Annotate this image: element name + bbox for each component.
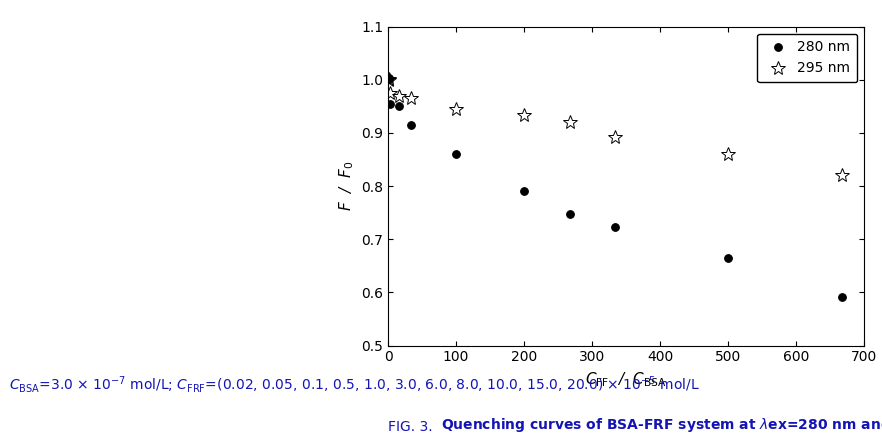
295 nm [406, 96, 416, 101]
Line: 295 nm: 295 nm [382, 72, 848, 183]
295 nm [564, 119, 575, 124]
280 nm [385, 101, 396, 106]
295 nm [723, 152, 734, 157]
280 nm [609, 224, 620, 229]
X-axis label: $C_{\rm FF}$  /  $C_{\rm BSA}$: $C_{\rm FF}$ / $C_{\rm BSA}$ [586, 370, 667, 389]
280 nm [723, 255, 734, 260]
295 nm [384, 76, 394, 82]
280 nm [384, 75, 394, 81]
280 nm [384, 77, 394, 82]
295 nm [385, 90, 396, 96]
295 nm [384, 78, 394, 83]
Text: $C_{\rm BSA}$=3.0 × 10$^{-7}$ mol/L; $C_{\rm FRF}$=(0.02, 0.05, 0.1, 0.5, 1.0, 3: $C_{\rm BSA}$=3.0 × 10$^{-7}$ mol/L; $C_… [9, 374, 699, 395]
295 nm [609, 134, 620, 139]
295 nm [836, 173, 847, 178]
280 nm [836, 294, 847, 299]
280 nm [519, 189, 529, 194]
Text: FIG. 3.: FIG. 3. [387, 420, 441, 434]
295 nm [451, 106, 461, 112]
295 nm [519, 113, 529, 118]
280 nm [451, 152, 461, 157]
295 nm [394, 93, 405, 98]
280 nm [406, 122, 416, 128]
Legend: 280 nm, 295 nm: 280 nm, 295 nm [757, 34, 857, 82]
Text: Quenching curves of BSA-FRF system at $\lambda$ex=280 nm and 295 nm.: Quenching curves of BSA-FRF system at $\… [441, 416, 882, 434]
280 nm [394, 104, 405, 109]
Y-axis label: $F$  /  $F_0$: $F$ / $F_0$ [337, 161, 355, 211]
Line: 280 nm: 280 nm [385, 74, 846, 300]
280 nm [564, 211, 575, 216]
